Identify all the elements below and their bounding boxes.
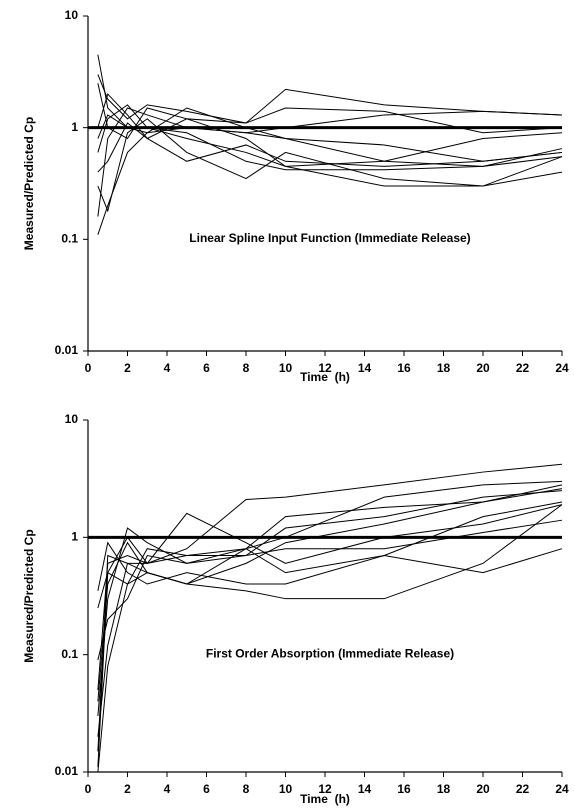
x-tick-label: 20 [476, 782, 490, 796]
x-tick-label: 2 [124, 782, 131, 796]
x-tick-label: 16 [397, 361, 411, 375]
x-tick-label: 2 [124, 361, 131, 375]
series-line [97, 114, 563, 171]
y-tick-label: 0.01 [55, 343, 79, 357]
y-tick-label: 10 [65, 8, 79, 22]
x-axis-label: Time (h) [300, 370, 350, 384]
series-line [97, 480, 563, 752]
x-tick-label: 4 [164, 361, 171, 375]
x-tick-label: 18 [437, 782, 451, 796]
series-line [97, 490, 563, 717]
x-tick-label: 20 [476, 361, 490, 375]
series-line [97, 463, 563, 768]
x-tick-label: 24 [555, 361, 569, 375]
x-tick-label: 0 [85, 782, 92, 796]
series-line [97, 74, 563, 124]
x-tick-label: 24 [555, 782, 569, 796]
x-tick-label: 16 [397, 782, 411, 796]
x-tick-label: 10 [279, 361, 293, 375]
y-axis-label: Measured/Predicted Cp [22, 117, 36, 250]
annotation: Linear Spline Input Function (Immediate … [189, 231, 470, 245]
series-line [97, 93, 563, 167]
x-tick-label: 22 [516, 361, 530, 375]
y-tick-label: 10 [65, 412, 79, 426]
y-tick-label: 0.01 [55, 764, 79, 778]
y-tick-label: 1 [71, 530, 78, 544]
series-line [97, 548, 563, 661]
y-tick-label: 0.1 [61, 232, 78, 246]
series-line [97, 107, 563, 173]
series-line [97, 501, 563, 591]
series-line [97, 504, 563, 737]
x-axis-label: Time (h) [300, 792, 350, 806]
series-line [97, 104, 563, 187]
x-tick-label: 8 [243, 361, 250, 375]
x-tick-label: 12 [318, 361, 332, 375]
x-tick-label: 6 [203, 782, 210, 796]
annotation: First Order Absorption (Immediate Releas… [206, 646, 454, 660]
series-line [97, 107, 563, 217]
x-tick-label: 8 [243, 782, 250, 796]
x-tick-label: 22 [516, 782, 530, 796]
series-line [97, 484, 563, 609]
x-tick-label: 14 [358, 361, 372, 375]
x-tick-label: 4 [164, 782, 171, 796]
x-tick-label: 14 [358, 782, 372, 796]
y-tick-label: 0.1 [61, 647, 78, 661]
x-tick-label: 10 [279, 782, 293, 796]
y-tick-label: 1 [71, 120, 78, 134]
x-tick-label: 18 [437, 361, 451, 375]
series-line [97, 488, 563, 702]
series-line [97, 83, 563, 167]
series-line [97, 118, 563, 213]
x-tick-label: 6 [203, 361, 210, 375]
series-line [97, 519, 563, 773]
x-tick-label: 0 [85, 361, 92, 375]
y-axis-label: Measured/Predicted Cp [22, 529, 36, 662]
series-line [97, 504, 563, 691]
x-tick-label: 12 [318, 782, 332, 796]
